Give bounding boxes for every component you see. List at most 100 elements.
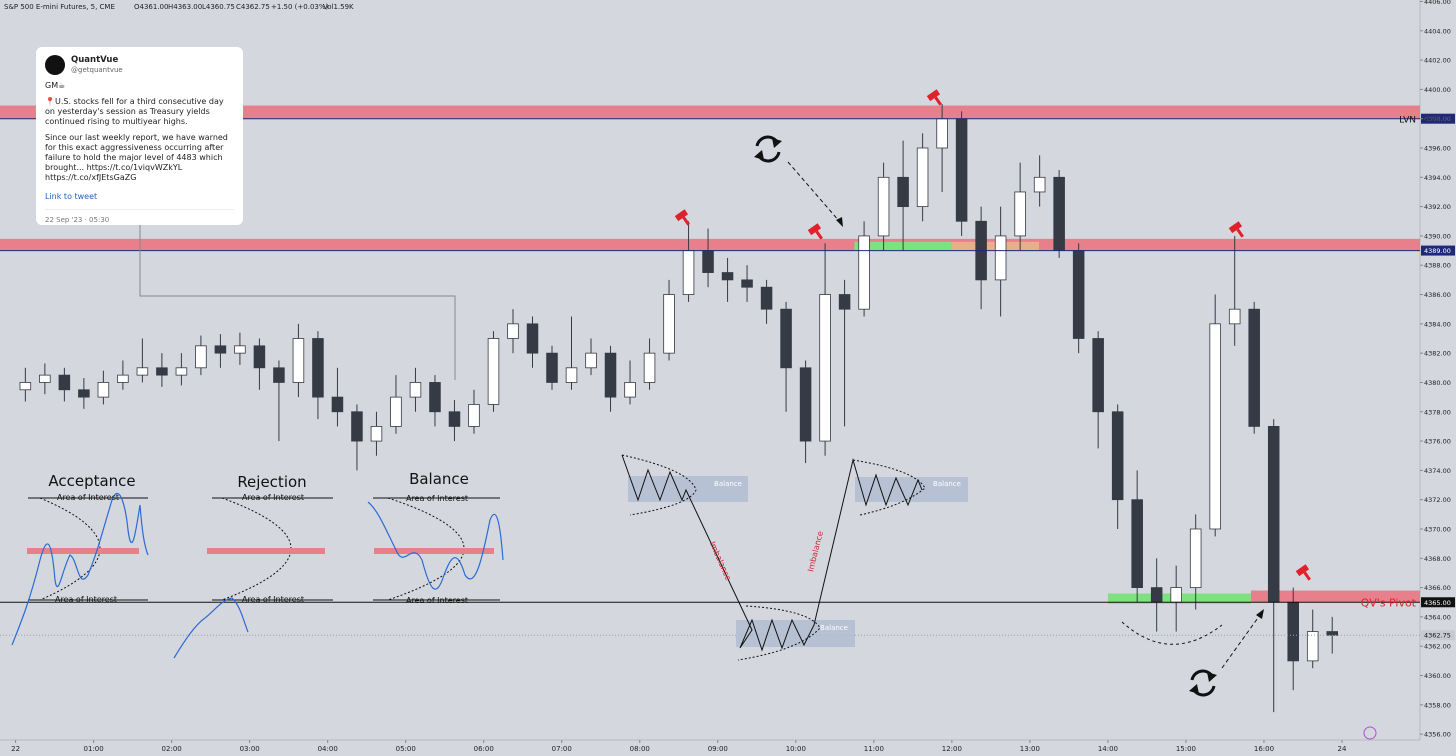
author: QuantVue @getquantvue — [71, 55, 123, 75]
y-tick-label: 4404.00 — [1424, 27, 1451, 35]
candle-body — [58, 374, 71, 391]
candle-body — [214, 345, 227, 354]
y-tick-label: 4402.00 — [1424, 57, 1451, 65]
level-tag-label: 4389.00 — [1424, 247, 1451, 255]
tweet-link[interactable]: Link to tweet — [45, 192, 98, 201]
candle-body — [663, 294, 675, 354]
candle-body — [624, 382, 636, 398]
ohlc-high: H4363.00 — [168, 3, 202, 11]
x-tick-label: 02:00 — [162, 745, 182, 753]
balance-box-label: Balance — [933, 480, 961, 488]
candle-body — [409, 382, 422, 398]
alert-icon[interactable] — [1363, 726, 1377, 740]
y-tick-label: 4372.00 — [1424, 496, 1451, 504]
last-price-label: 4362.75 — [1424, 632, 1451, 640]
balance: Balance — [409, 470, 469, 488]
candle-body — [741, 279, 753, 288]
imbalance-labels: Imbalance Imbalance — [708, 530, 825, 582]
aoi: Area of Interest — [242, 493, 304, 502]
x-tick-label: 09:00 — [708, 745, 728, 753]
candle-body — [1053, 176, 1065, 251]
candle-body — [487, 338, 500, 405]
x-tick-label: 11:00 — [864, 745, 884, 753]
tweet-card: QuantVue @getquantvue GM☕ 📍U.S. stocks f… — [36, 47, 243, 225]
y-tick-label: 4368.00 — [1424, 555, 1451, 563]
candle-body — [819, 294, 831, 442]
candle-body — [1267, 426, 1280, 603]
tweet-date: 22 Sep '23 · 05:30 — [45, 209, 234, 225]
y-tick-label: 4406.00 — [1424, 0, 1451, 6]
y-tick-label: 4388.00 — [1424, 262, 1451, 270]
candle-body — [955, 118, 968, 222]
arrow-head — [836, 217, 843, 227]
ohlc-open: O4361.00 — [134, 3, 168, 11]
candle-body — [312, 338, 324, 398]
author-name: QuantVue — [71, 55, 119, 65]
symbol: S&P 500 E-mini Futures, 5, CME — [4, 3, 115, 11]
arrow-head — [1256, 609, 1264, 619]
last-price-tag — [1421, 630, 1455, 641]
y-tick-label: 4370.00 — [1424, 525, 1451, 533]
aoi-labels: Area of Interest Area of Interest Area o… — [55, 493, 468, 605]
logo — [45, 55, 65, 75]
candle-body — [1228, 308, 1241, 325]
y-tick-label: 4360.00 — [1424, 672, 1451, 680]
candle-body — [351, 411, 363, 442]
y-tick-label: 4396.00 — [1424, 145, 1451, 153]
markers — [674, 89, 1311, 581]
tweet-text: 📍U.S. stocks fell for a third consecutiv… — [45, 97, 224, 126]
candle-body — [429, 382, 441, 413]
zone — [0, 238, 1420, 251]
header: S&P 500 E-mini Futures, 5, CME O4361.00 … — [4, 3, 354, 11]
dashed-arrows — [787, 161, 1261, 669]
candle-body — [526, 323, 539, 354]
candle-body — [936, 118, 948, 149]
candle-body — [19, 382, 32, 391]
candle-body — [1170, 587, 1182, 603]
candle-body — [195, 345, 207, 369]
zone — [0, 105, 1420, 119]
diagram-paths — [11, 492, 504, 659]
ohlc-low: L4360.75 — [202, 3, 235, 11]
y-tick-label: 4382.00 — [1424, 350, 1451, 358]
candle-body — [97, 382, 110, 398]
candle-body — [468, 404, 480, 427]
greeting: GM☕ — [45, 81, 66, 90]
candle-body — [1189, 528, 1202, 589]
level-tag-label: 4365.00 — [1424, 599, 1451, 607]
y-tick-label: 4400.00 — [1424, 86, 1451, 94]
imbalance: Imbalance — [806, 530, 825, 573]
candle-body — [292, 338, 305, 383]
candle-body — [39, 374, 51, 383]
candle-body — [838, 294, 851, 310]
y-tick-label: 4390.00 — [1424, 232, 1451, 240]
candle-body — [897, 176, 909, 208]
candle-body — [1072, 250, 1085, 339]
arrow-heads — [754, 138, 1217, 694]
candle-body — [546, 352, 558, 383]
balance-sketch — [621, 454, 926, 661]
x-tick-label: 04:00 — [318, 745, 338, 753]
y-tick-label: 4376.00 — [1424, 438, 1451, 446]
connector — [139, 225, 456, 380]
candle-body — [370, 426, 383, 442]
balance-box-label: Balance — [820, 624, 848, 632]
level-tag — [1421, 245, 1455, 256]
y-tick-label: 4398.00 — [1424, 115, 1451, 123]
candle-body — [916, 147, 929, 208]
y-tick-label: 4384.00 — [1424, 320, 1451, 328]
y-tick-label: 4392.00 — [1424, 203, 1451, 211]
candle-body — [1248, 308, 1260, 427]
x-tick-label: 05:00 — [396, 745, 416, 753]
x-tick-label: 13:00 — [1020, 745, 1040, 753]
candle-body — [877, 176, 890, 237]
candle-body — [1131, 499, 1143, 589]
candle-body — [780, 308, 792, 369]
level-name: LVN — [1399, 116, 1416, 126]
y-tick-label: 4378.00 — [1424, 408, 1451, 416]
x-tick-label: 07:00 — [552, 745, 572, 753]
candles — [19, 104, 1338, 713]
candle-body — [760, 286, 773, 310]
